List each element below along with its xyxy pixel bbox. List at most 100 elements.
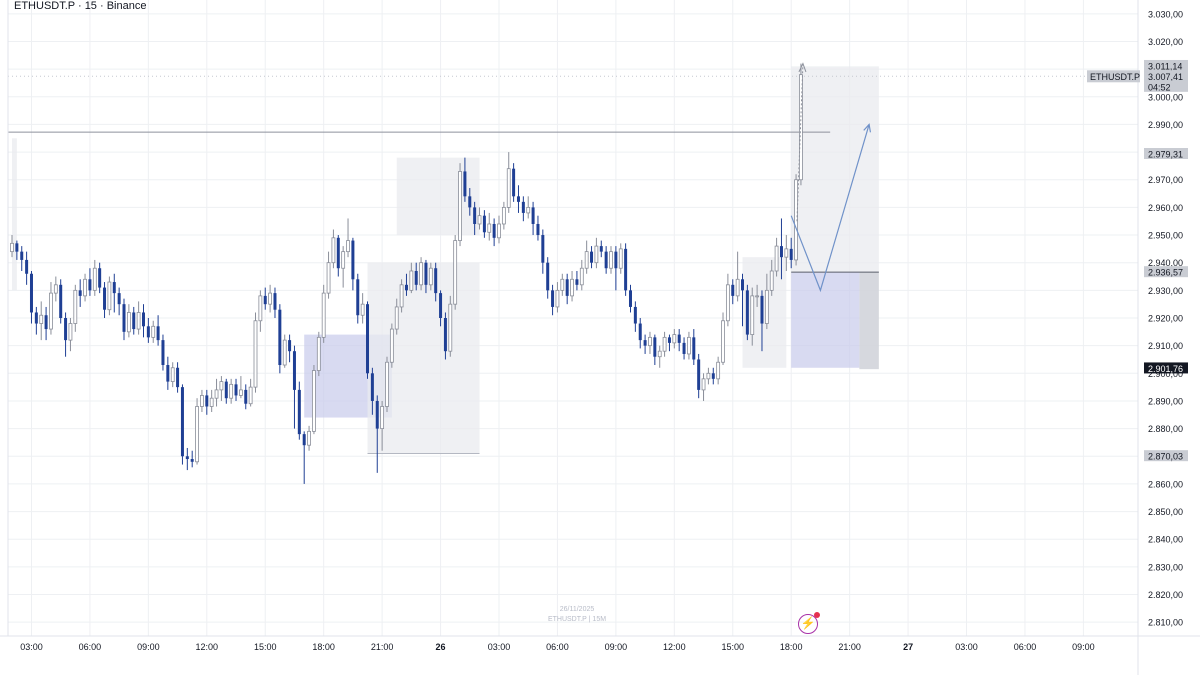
- zone-purple: [791, 272, 860, 368]
- candle-bull: [687, 336, 691, 355]
- x-tick-label: 12:00: [196, 642, 219, 652]
- candle-bear: [575, 279, 579, 285]
- candle-bear: [166, 365, 170, 382]
- candle-bear: [414, 270, 418, 285]
- candle-bear: [180, 387, 184, 457]
- candle-bear: [628, 290, 632, 307]
- candle-bear: [205, 395, 209, 407]
- y-tick-label: 2.990,00: [1148, 120, 1183, 130]
- candle-bull: [750, 295, 755, 335]
- candle-bear: [404, 284, 408, 291]
- candle-bull: [214, 389, 219, 399]
- candle-bear: [234, 384, 238, 396]
- lightning-icon[interactable]: ⚡: [798, 612, 820, 634]
- y-tick-label: 2.950,00: [1148, 231, 1183, 241]
- candle-bull: [784, 248, 789, 258]
- y-tick-label: 2.880,00: [1148, 424, 1183, 434]
- y-tick-label: 2.850,00: [1148, 507, 1183, 517]
- candle-bear: [224, 381, 228, 399]
- price-labels: 3.011,143.007,4104:522.979,312.936,572.9…: [1087, 59, 1188, 462]
- candle-bull: [672, 334, 677, 344]
- candle-bull: [526, 206, 531, 214]
- candle-bull: [39, 314, 44, 324]
- candle-bear: [482, 215, 486, 233]
- candle-bear: [512, 168, 516, 197]
- candle-bear: [760, 295, 764, 324]
- candles: [10, 63, 803, 484]
- candle-bull: [579, 267, 584, 286]
- candle-bear: [434, 268, 438, 294]
- x-tick-label: 03:00: [488, 642, 511, 652]
- candle-bear: [29, 273, 33, 313]
- candle-bull: [229, 383, 234, 399]
- candle-bear: [44, 315, 48, 330]
- price-label: 2.979,31: [1148, 149, 1183, 159]
- candle-bull: [326, 262, 331, 294]
- candle-bull: [453, 240, 458, 305]
- candle-bull: [506, 168, 511, 208]
- candle-bull: [385, 361, 389, 407]
- candle-bull: [725, 284, 730, 322]
- y-tick-label: 2.960,00: [1148, 203, 1183, 213]
- candle-bull: [219, 381, 224, 391]
- candle-bear: [370, 373, 374, 401]
- price-label: 04:52: [1148, 82, 1171, 92]
- candle-bull: [312, 370, 316, 432]
- candle-bear: [273, 293, 277, 310]
- candle-bear: [667, 337, 671, 343]
- candle-bear: [20, 251, 24, 260]
- candle-bear: [297, 389, 301, 435]
- y-tick-label: 2.920,00: [1148, 314, 1183, 324]
- candle-bear: [653, 337, 657, 357]
- projection-arrowhead: [863, 123, 872, 133]
- candle-bull: [258, 295, 263, 322]
- candle-bear: [98, 268, 102, 288]
- candle-bull: [151, 325, 156, 338]
- price-label: 2.901,76: [1148, 364, 1183, 374]
- candle-bear: [741, 279, 744, 291]
- candle-bear: [302, 434, 306, 446]
- candle-bear: [443, 318, 447, 352]
- y-tick-label: 2.840,00: [1148, 535, 1183, 545]
- candle-bull: [448, 303, 453, 352]
- symbol-title[interactable]: ETHUSDT.P · 15 · Binance: [14, 0, 147, 12]
- candle-bull: [248, 386, 253, 405]
- y-tick-label: 2.810,00: [1148, 618, 1183, 628]
- candle-bull: [394, 306, 399, 330]
- x-tick-label: 12:00: [663, 642, 686, 652]
- candle-bull: [648, 336, 652, 347]
- candle-bull: [755, 295, 760, 298]
- candle-bull: [477, 215, 482, 225]
- y-tick-label: 2.930,00: [1148, 286, 1183, 296]
- price-label: 3.007,41: [1148, 72, 1183, 82]
- x-tick-label: 03:00: [20, 642, 43, 652]
- y-tick-label: 2.890,00: [1148, 396, 1183, 406]
- horizontal-level: [8, 75, 1138, 133]
- y-tick-label: 3.020,00: [1148, 37, 1183, 47]
- price-label: 2.936,57: [1148, 268, 1183, 278]
- price-label-bg: [1144, 362, 1188, 374]
- candle-bear: [745, 290, 749, 335]
- candle-bear: [156, 326, 160, 341]
- candle-bull: [721, 320, 725, 363]
- candle-bear: [599, 246, 603, 252]
- candle-bull: [49, 292, 53, 330]
- candle-bear: [468, 196, 472, 208]
- candle-bear: [789, 248, 793, 260]
- price-axis[interactable]: 3.030,003.020,003.010,003.000,002.990,00…: [1148, 9, 1183, 627]
- candle-bull: [380, 406, 385, 430]
- zone-gray: [12, 138, 17, 291]
- x-tick-label: 18:00: [780, 642, 803, 652]
- candle-bull: [769, 270, 774, 291]
- price-label-bg: [1144, 59, 1188, 71]
- candle-bull: [560, 278, 565, 291]
- y-tick-label: 2.830,00: [1148, 562, 1183, 572]
- candle-bear: [34, 312, 38, 324]
- candle-bull: [53, 284, 58, 294]
- watermark: 26/11/2025 ETHUSDT.P | 15M: [545, 605, 609, 625]
- time-axis[interactable]: 03:00 06:00 09:00 12:00 15:00 18:00 21:00 26 03:…: [20, 642, 1094, 652]
- x-tick-label: 27: [903, 642, 913, 652]
- candle-bear: [112, 282, 116, 294]
